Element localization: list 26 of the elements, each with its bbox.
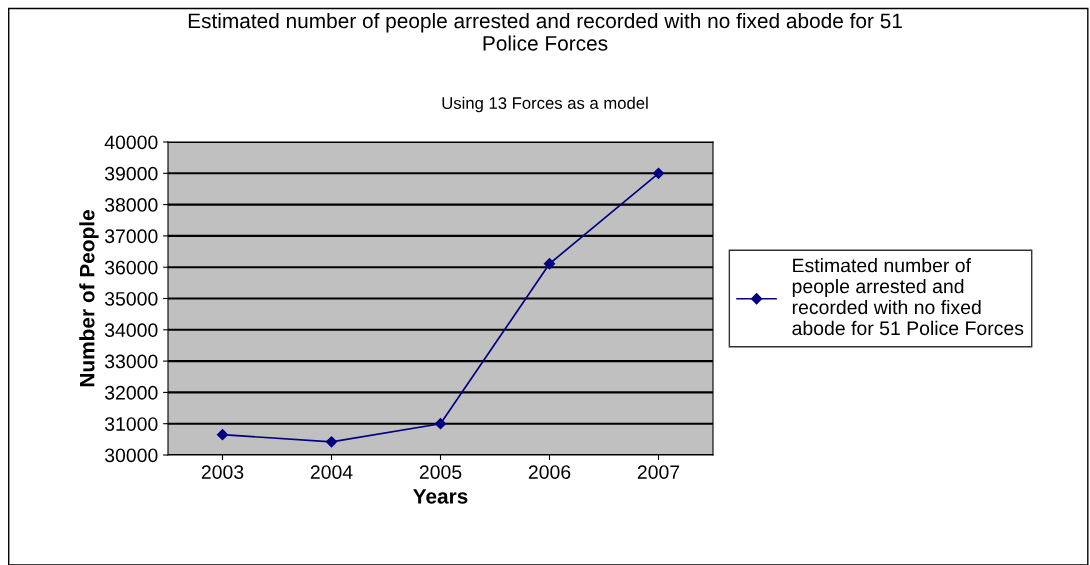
chart-title: Estimated number of people arrested and recorded with no fixed abode for 51 Police Forces — [188, 12, 902, 51]
y-tick-label: 33000 — [104, 354, 158, 369]
point — [325, 436, 338, 448]
y-tick-label: 34000 — [104, 323, 158, 338]
y-tick-label: 30000 — [104, 448, 158, 463]
y-tick-label: 38000 — [104, 198, 158, 212]
point — [434, 418, 447, 430]
x-tick-label: 2005 — [419, 465, 462, 479]
x-tick-label: 2007 — [637, 465, 680, 479]
point — [543, 258, 556, 270]
point — [652, 167, 665, 179]
y-tick-label: 36000 — [104, 260, 158, 275]
y-tick-label: 40000 — [104, 135, 158, 150]
legend-label: Estimated number of people arrested and recorded with no fixed abode for 51 Police Forces — [792, 258, 1024, 336]
x-tick-label: 2004 — [310, 465, 353, 479]
y-tick-label: 31000 — [104, 417, 158, 431]
y-tick-label: 32000 — [104, 385, 158, 400]
y-tick-label: 39000 — [104, 166, 158, 181]
x-tick-label: 2003 — [201, 465, 244, 479]
chart-subtitle: Using 13 Forces as a model — [442, 96, 648, 113]
x-axis-title: Years — [413, 489, 468, 504]
point — [216, 429, 229, 441]
y-axis-title: Number of People — [79, 210, 99, 387]
y-tick-label: 35000 — [104, 291, 158, 306]
y-tick-label: 37000 — [104, 229, 158, 244]
x-tick-label: 2006 — [528, 465, 571, 479]
